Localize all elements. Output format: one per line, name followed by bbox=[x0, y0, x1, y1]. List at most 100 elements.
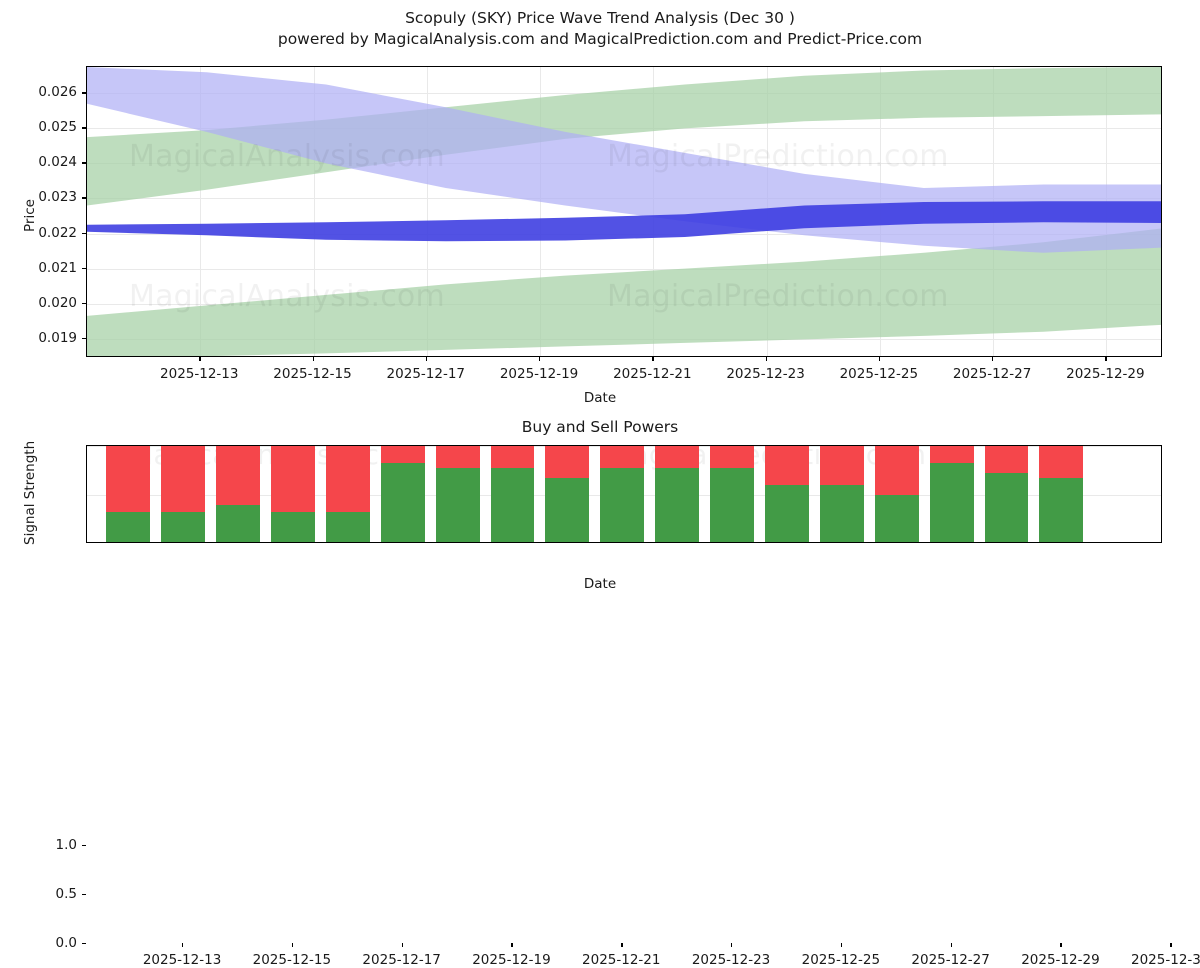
signal-ytick-mark bbox=[82, 894, 86, 896]
signal-bar bbox=[710, 446, 754, 542]
signal-xtick-mark bbox=[621, 943, 623, 947]
price-xtick-label: 2025-12-29 bbox=[1066, 366, 1145, 382]
buy-power-segment bbox=[216, 504, 260, 542]
signal-xtick-mark bbox=[291, 943, 294, 947]
sell-power-segment bbox=[270, 446, 315, 512]
sell-power-segment bbox=[216, 446, 260, 505]
sell-power-segment bbox=[490, 446, 535, 468]
signal-xtick-label: 2025-12-23 bbox=[691, 952, 771, 968]
buy-power-segment bbox=[490, 467, 535, 542]
price-ytick-mark bbox=[82, 92, 86, 94]
buy-sell-title: Buy and Sell Powers bbox=[521, 418, 679, 436]
page-subtitle: powered by MagicalAnalysis.com and Magic… bbox=[277, 29, 923, 48]
signal-xtick-label: 2025-12-27 bbox=[911, 952, 990, 968]
buy-power-segment bbox=[106, 511, 151, 542]
buy-power-segment bbox=[545, 478, 590, 542]
sell-power-segment bbox=[600, 446, 645, 468]
buy-power-segment bbox=[710, 467, 754, 542]
price-xtick-label: 2025-12-25 bbox=[839, 366, 919, 382]
buy-power-segment bbox=[380, 462, 425, 542]
price-ytick-label: 0.022 bbox=[38, 224, 77, 241]
buy-power-segment bbox=[325, 511, 370, 542]
sell-power-segment bbox=[655, 446, 700, 468]
signal-axis-xlabel: Date bbox=[583, 576, 617, 592]
signal-xtick-label: 2025-12-15 bbox=[252, 952, 332, 968]
signal-bar bbox=[270, 446, 315, 542]
buy-power-segment bbox=[874, 495, 919, 542]
price-band-lower-green-channel bbox=[87, 228, 1161, 356]
price-ytick-label: 0.025 bbox=[38, 119, 77, 136]
signal-bar bbox=[655, 446, 700, 542]
price-xtick-label: 2025-12-21 bbox=[613, 366, 692, 382]
price-xtick-mark bbox=[1105, 357, 1107, 361]
signal-axis-ylabel: Signal Strength bbox=[22, 440, 38, 545]
sell-power-segment bbox=[1039, 446, 1084, 479]
price-axis-ylabel: Price bbox=[22, 199, 38, 232]
buy-sell-powers-panel: Buy and Sell Powers Signal Strength 1.0 0… bbox=[0, 400, 1200, 968]
signal-bar bbox=[984, 446, 1029, 542]
sell-power-segment bbox=[106, 446, 151, 512]
signal-xtick-mark bbox=[731, 943, 733, 947]
signal-xtick-mark bbox=[401, 943, 403, 947]
buy-power-segment bbox=[1039, 478, 1084, 542]
buy-power-segment bbox=[270, 511, 315, 542]
gridline-horizontal bbox=[87, 268, 1161, 270]
price-band-price-trend-band bbox=[87, 201, 1161, 242]
buy-power-segment bbox=[929, 462, 974, 542]
signal-bar bbox=[435, 446, 480, 542]
signal-xtick-label: 2025-12-25 bbox=[801, 952, 881, 968]
signal-ytick-label: 0.5 bbox=[55, 886, 77, 902]
price-band-series bbox=[87, 67, 1161, 356]
sell-power-segment bbox=[710, 446, 754, 468]
price-xtick-mark bbox=[878, 357, 881, 361]
price-ytick-mark bbox=[82, 302, 86, 304]
price-xtick-label: 2025-12-19 bbox=[499, 366, 579, 382]
buy-power-segment bbox=[161, 511, 206, 542]
buy-power-segment bbox=[984, 473, 1029, 542]
price-xtick-mark bbox=[199, 357, 201, 361]
gridline-vertical bbox=[200, 67, 202, 356]
price-xtick-mark bbox=[539, 357, 541, 361]
price-ytick-mark bbox=[82, 267, 86, 269]
signal-xtick-label: 2025-12-13 bbox=[142, 952, 222, 968]
sell-power-segment bbox=[545, 446, 590, 479]
signal-ytick-mark bbox=[82, 845, 86, 847]
price-ytick-label: 0.021 bbox=[38, 259, 77, 276]
price-ytick-label: 0.019 bbox=[38, 329, 77, 346]
price-plot-area: MagicalAnalysis.com MagicalPrediction.co… bbox=[86, 66, 1162, 357]
price-xtick-label: 2025-12-15 bbox=[273, 366, 352, 382]
signal-xtick-mark bbox=[840, 943, 843, 947]
price-wave-panel: Price 0.026 0.025 0.024 0.023 0.022 0.021 0.02… bbox=[0, 0, 1200, 406]
signal-xtick-mark bbox=[950, 943, 952, 947]
price-ytick-mark bbox=[82, 337, 86, 339]
price-ytick-mark bbox=[82, 127, 86, 129]
sell-power-segment bbox=[984, 446, 1029, 474]
price-xtick-label: 2025-12-23 bbox=[726, 366, 805, 382]
signal-xtick-label: 2025-12-21 bbox=[582, 952, 661, 968]
price-ytick-mark bbox=[82, 197, 86, 199]
signal-xtick-mark bbox=[511, 943, 513, 947]
price-xtick-mark bbox=[652, 357, 654, 361]
chart-title-block: Scopuly (SKY) Price Wave Trend Analysis … bbox=[0, 8, 1200, 50]
buy-power-segment bbox=[764, 485, 809, 542]
signal-bar bbox=[325, 446, 370, 542]
signal-bar bbox=[874, 446, 919, 542]
price-ytick-mark bbox=[82, 232, 86, 234]
sell-power-segment bbox=[929, 446, 974, 463]
signal-xtick-mark bbox=[182, 943, 184, 947]
buy-sell-plot-area: MagicalAnalysis.com MagicalPrediction.co… bbox=[86, 445, 1162, 543]
signal-bar bbox=[106, 446, 151, 542]
sell-power-segment bbox=[161, 446, 206, 512]
signal-xtick-label: 2025-12-29 bbox=[1021, 952, 1100, 968]
signal-bar bbox=[764, 446, 809, 542]
signal-bar bbox=[929, 446, 974, 542]
signal-ytick-mark bbox=[82, 943, 86, 945]
signal-ytick-label: 1.0 bbox=[55, 837, 77, 853]
signal-bar bbox=[216, 446, 260, 542]
signal-xtick-mark bbox=[1170, 943, 1172, 947]
price-xtick-mark bbox=[312, 357, 314, 361]
gridline-vertical bbox=[313, 67, 315, 356]
signal-xtick-label: 2025-12-31 bbox=[1131, 952, 1200, 968]
signal-bar bbox=[545, 446, 590, 542]
signal-xtick-label: 2025-12-19 bbox=[472, 952, 551, 968]
